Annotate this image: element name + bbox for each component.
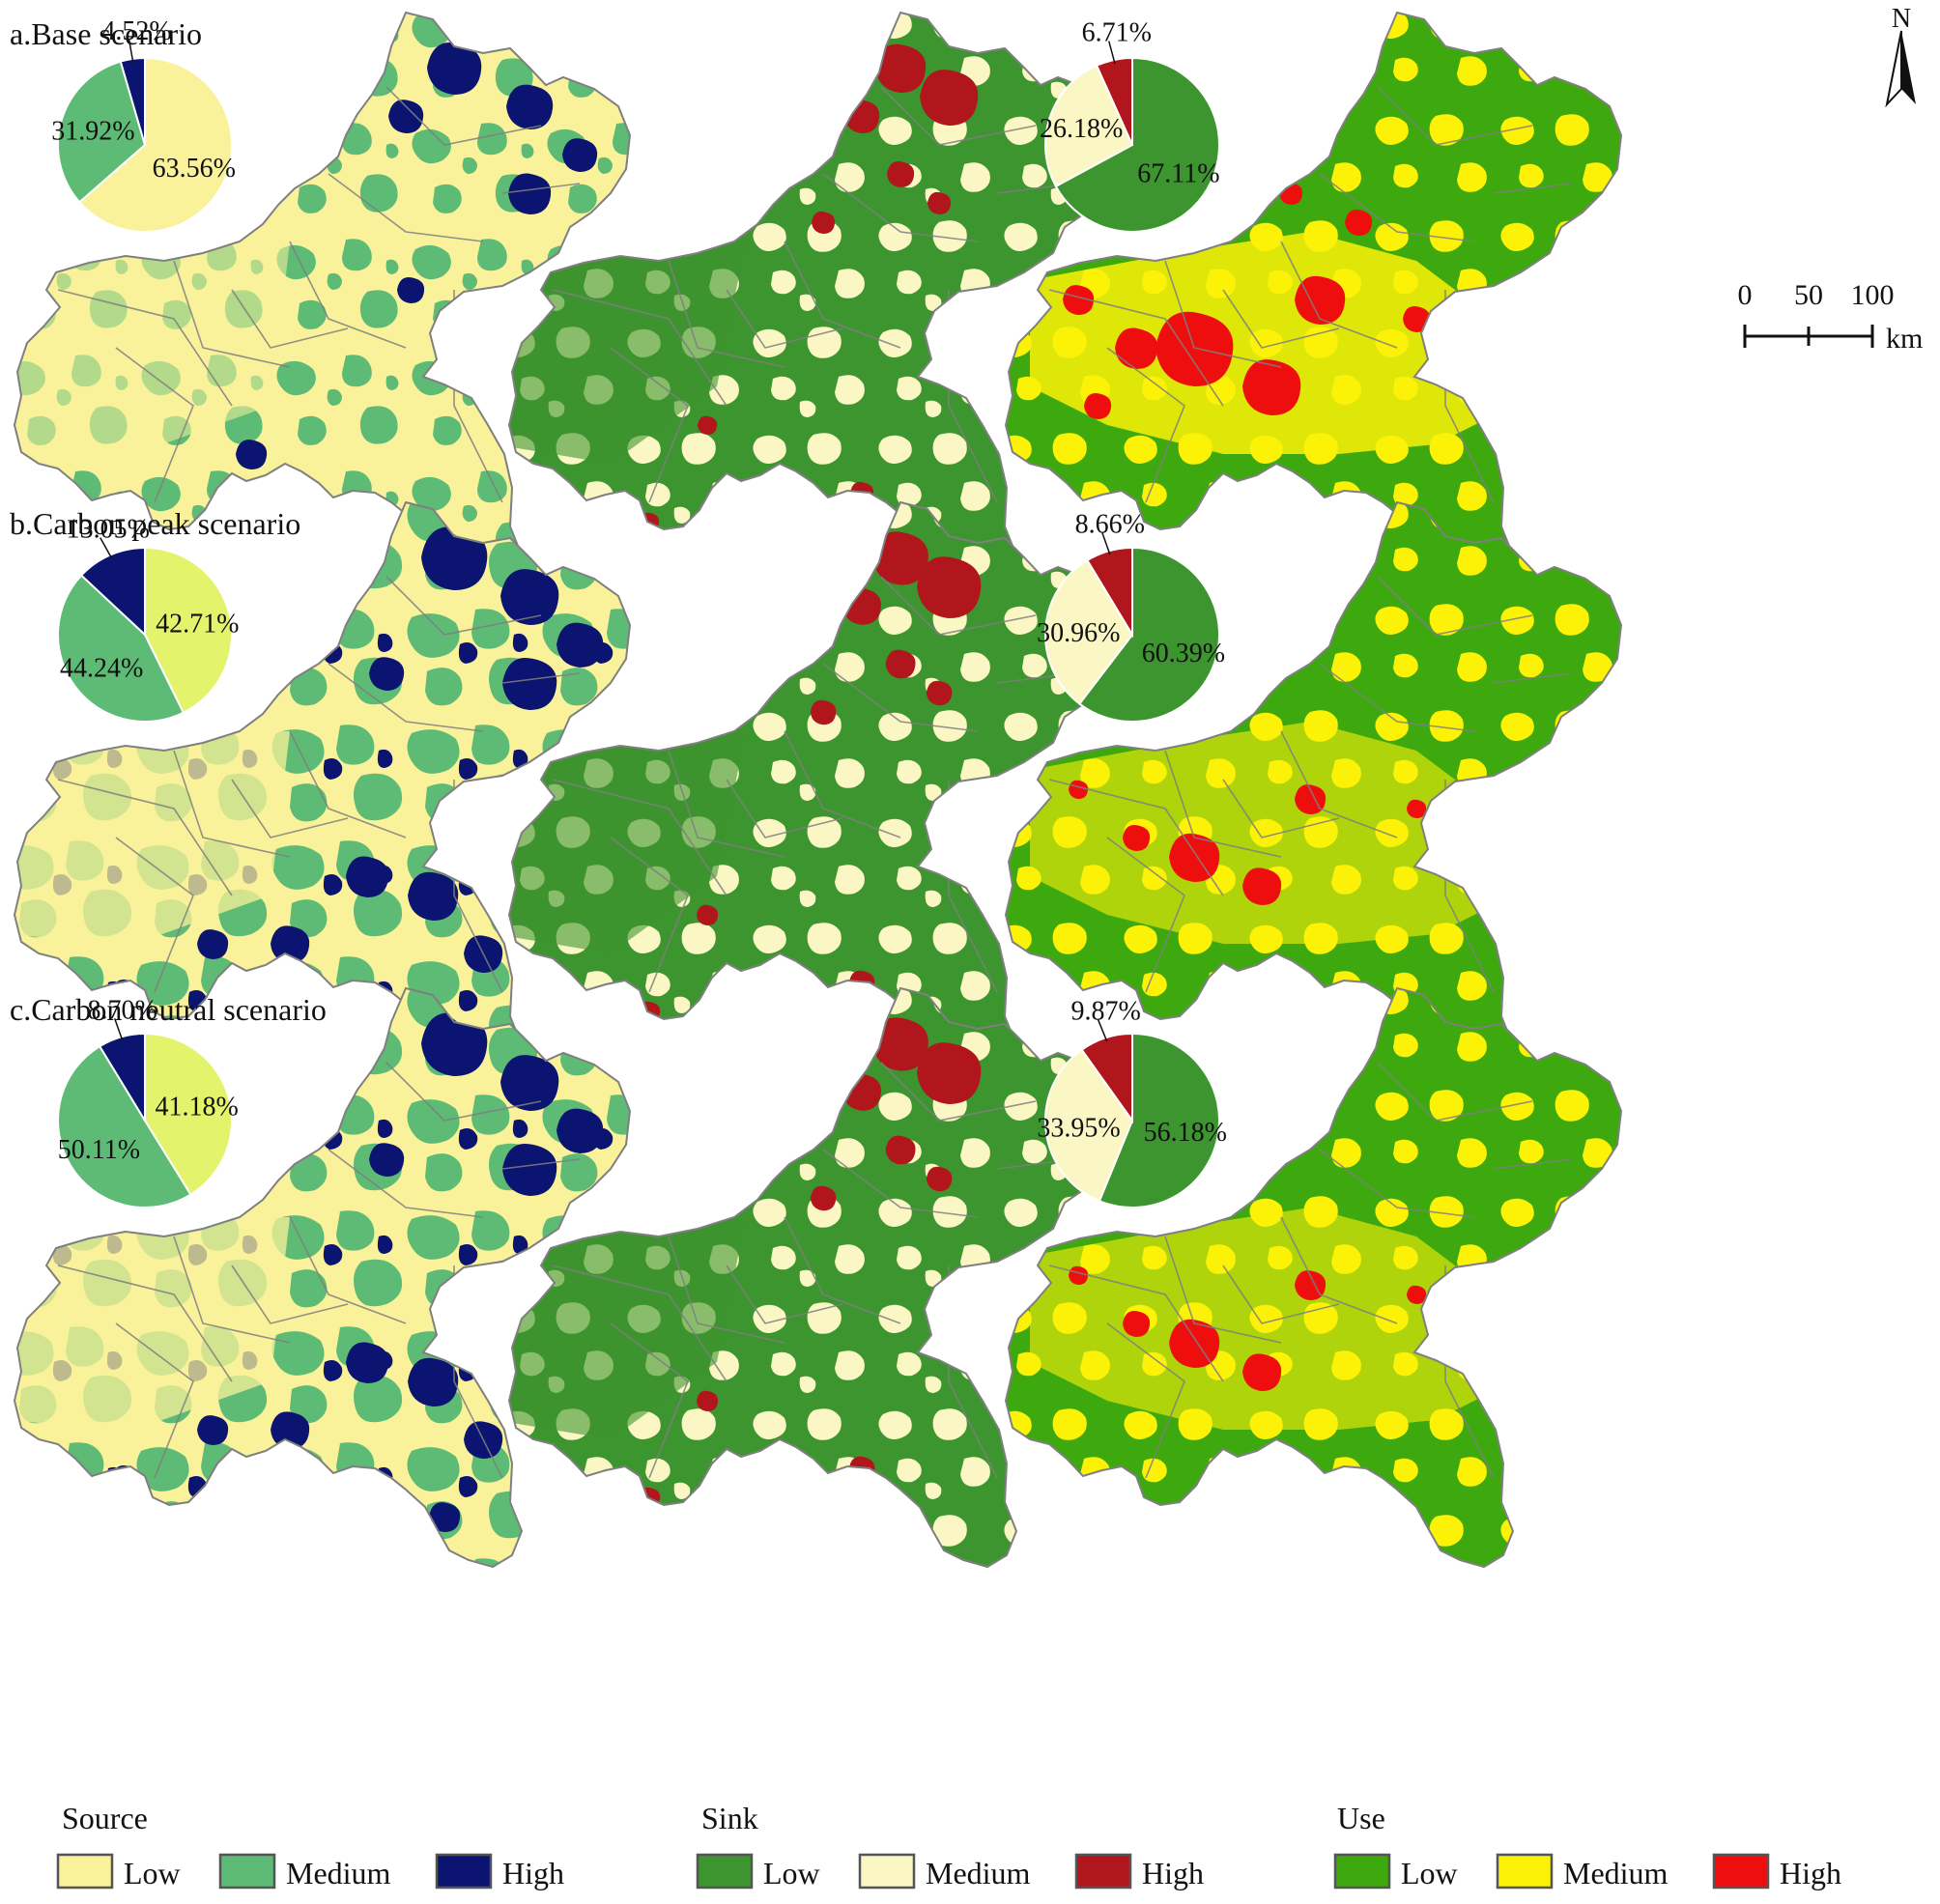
pie-source-0: 63.56% 31.92% 4.52% [51,16,236,233]
scale-tick-0: 0 [1738,279,1753,311]
pie-label-sink-0-medium: 26.18% [1040,114,1123,144]
pie-label-source-0-medium: 31.92% [51,116,134,146]
pie-sink-0: 67.11% 26.18% 6.71% [1040,18,1220,233]
legend-label-sink-high: High [1142,1856,1204,1890]
legend-title-source: Source [62,1801,148,1835]
scenario-title-0: a.Base scenario [10,16,202,51]
pie-slice-sink-2-low [1098,1032,1220,1208]
legend-label-source-medium: Medium [286,1856,391,1890]
pie-label-sink-2-high: 9.87% [1070,997,1140,1027]
legend-title-sink: Sink [701,1801,758,1835]
pie-label-sink-1-low: 60.39% [1142,639,1225,668]
pie-slice-source-0-low [77,56,233,233]
legend-swatch-use-low [1333,1853,1391,1890]
pie-slice-source-2-medium [56,1044,192,1209]
pie-slice-sink-2-medium [1044,1048,1134,1203]
north-arrow: N [1885,4,1916,108]
pie-slice-sink-1-medium [1044,558,1134,705]
pie-label-source-2-medium: 50.11% [58,1135,140,1165]
pie-label-source-0-low: 63.56% [153,154,236,184]
pie-source-2: 41.18% 50.11% 8.70% [56,995,239,1209]
legend-swatch-source-low [56,1853,114,1890]
legend-label-use-high: High [1780,1856,1841,1890]
legend-source: Source Low Medium High [56,1801,564,1890]
pie-slice-sink-1-low [1077,546,1220,723]
pie-label-sink-2-low: 56.18% [1144,1118,1227,1148]
pie-slice-sink-0-medium [1044,64,1134,188]
pie-source-1: 42.71% 44.24% 13.05% [57,515,240,723]
legend-swatch-source-high [435,1853,493,1890]
pie-slice-source-1-medium [57,574,185,723]
pie-label-source-1-low: 42.71% [156,609,239,639]
pie-label-sink-2-medium: 33.95% [1037,1113,1120,1143]
legend-swatch-sink-high [1074,1853,1132,1890]
legend-swatch-sink-low [696,1853,754,1890]
scale-tick-100: 100 [1851,279,1895,311]
legend-swatch-use-high [1712,1853,1770,1890]
legend-label-use-low: Low [1401,1856,1458,1890]
scale-bar: 0 50 100 km [1738,279,1924,355]
scenario-title-2: c.Carbon neutral scenario [10,992,327,1027]
pie-label-source-1-medium: 44.24% [60,653,143,683]
pie-label-sink-0-low: 67.11% [1137,159,1219,189]
pie-label-source-0-high: 4.52% [101,16,171,46]
pie-slice-source-0-medium [57,60,147,204]
pie-label-sink-1-high: 8.66% [1075,509,1145,539]
pie-label-source-2-low: 41.18% [156,1093,239,1123]
pie-label-sink-0-high: 6.71% [1082,18,1152,48]
pie-sink-2: 56.18% 33.95% 9.87% [1037,997,1227,1208]
pie-slice-source-1-low [144,546,233,715]
pie-sink-1: 60.39% 30.96% 8.66% [1037,509,1225,723]
scenario-title-1: b.Carbon peak scenario [10,506,300,541]
pie-label-source-1-high: 13.05% [67,515,150,545]
scale-unit: km [1886,323,1923,355]
pie-label-sink-1-medium: 30.96% [1037,618,1120,648]
legend-label-source-low: Low [124,1856,181,1890]
legend-swatch-source-medium [218,1853,276,1890]
north-label: N [1892,4,1911,34]
legend-label-sink-low: Low [763,1856,820,1890]
legend-swatch-use-medium [1496,1853,1554,1890]
legend-label-use-medium: Medium [1563,1856,1669,1890]
legend-use: Use Low Medium High [1333,1801,1841,1890]
legend-title-use: Use [1337,1801,1385,1835]
pie-label-source-2-high: 8.70% [88,995,157,1025]
pie-slice-sink-0-low [1054,56,1220,233]
legend-label-sink-medium: Medium [926,1856,1031,1890]
scale-tick-50: 50 [1794,279,1823,311]
legend-swatch-sink-medium [858,1853,916,1890]
legend-label-source-high: High [502,1856,564,1890]
